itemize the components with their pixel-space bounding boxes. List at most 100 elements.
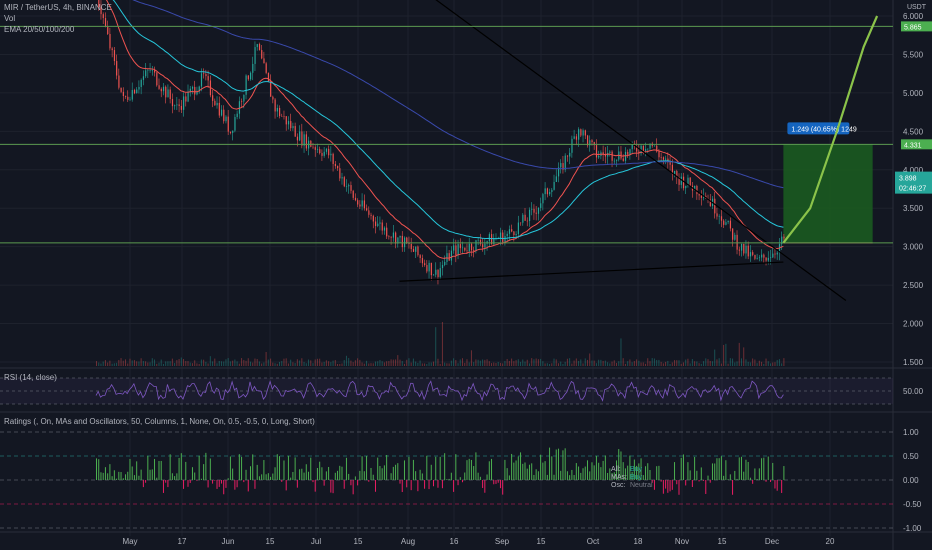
volume-bar bbox=[508, 360, 510, 366]
volume-bar bbox=[674, 360, 676, 366]
volume-bar bbox=[292, 362, 294, 366]
candle-body bbox=[279, 107, 281, 117]
ratings-column bbox=[642, 475, 644, 480]
candle-body bbox=[491, 234, 493, 245]
ratings-column bbox=[609, 468, 611, 480]
volume-bar bbox=[234, 359, 236, 366]
ratings-column bbox=[359, 470, 361, 480]
volume-bar bbox=[392, 359, 394, 366]
ratings-column bbox=[660, 480, 662, 482]
volume-bar bbox=[131, 360, 133, 366]
volume-bar bbox=[740, 358, 742, 366]
volume-bar bbox=[96, 361, 97, 366]
ratings-column bbox=[466, 460, 468, 480]
ratings-column bbox=[705, 480, 707, 494]
ratings-column bbox=[555, 449, 557, 480]
volume-bar bbox=[557, 363, 559, 366]
ratings-column bbox=[238, 454, 240, 480]
ratings-column bbox=[767, 456, 769, 480]
volume-bar bbox=[200, 359, 202, 366]
candle-body bbox=[254, 47, 256, 64]
candle-body bbox=[189, 88, 191, 92]
ratings-column bbox=[122, 478, 124, 480]
ratings-legend[interactable]: Ratings (, On, MAs and Oscillators, 50, … bbox=[4, 417, 315, 426]
volume-bar bbox=[513, 361, 515, 366]
price-axis[interactable]: 6.000 5.500 5.000 4.500 4.000 3.500 3.000 2.500… bbox=[903, 12, 924, 533]
candle-body bbox=[725, 222, 727, 225]
ratings-column bbox=[528, 464, 530, 480]
ema-50-line bbox=[112, 0, 784, 240]
long-position-tool[interactable]: 1.249 (40.65%) 1249 bbox=[783, 122, 873, 244]
candle-body bbox=[439, 268, 441, 277]
volume-bar bbox=[477, 359, 479, 366]
volume-bar bbox=[254, 358, 256, 366]
ratings-column bbox=[616, 460, 618, 480]
candle-body bbox=[745, 245, 747, 254]
volume-bar bbox=[491, 363, 493, 366]
ratings-column bbox=[669, 480, 671, 492]
candle-body bbox=[761, 254, 763, 258]
candle-body bbox=[372, 215, 374, 222]
candle-body bbox=[412, 249, 415, 252]
candle-body bbox=[669, 162, 671, 165]
horizontal-levels[interactable] bbox=[0, 25, 893, 244]
volume-bar bbox=[526, 359, 528, 366]
trendlines[interactable] bbox=[364, 0, 847, 301]
candle-body bbox=[738, 249, 740, 251]
candle-body bbox=[723, 220, 725, 225]
candle-body bbox=[700, 195, 703, 198]
ratings-column bbox=[241, 456, 243, 480]
projection-path[interactable] bbox=[782, 15, 879, 244]
candle-body bbox=[249, 72, 252, 80]
candle-body bbox=[448, 253, 450, 261]
ratings-column bbox=[131, 466, 133, 480]
ratings-column bbox=[363, 471, 365, 480]
volume-bar bbox=[419, 360, 421, 366]
ema-legend[interactable]: EMA 20/50/100/200 bbox=[4, 25, 75, 34]
candle-body bbox=[178, 104, 180, 106]
ratings-column bbox=[390, 473, 392, 480]
volume-bar bbox=[183, 359, 185, 366]
ratings-column bbox=[410, 480, 412, 491]
ratings-column bbox=[118, 471, 120, 480]
time-axis[interactable]: May 17 Jun 15 Jul 15 Aug 16 Sep 15 Oct 18 Nov 15 Dec 20 bbox=[122, 537, 835, 546]
volume-bar bbox=[607, 362, 609, 366]
volume-bar bbox=[100, 363, 102, 366]
candle-body bbox=[118, 75, 120, 88]
symbol-title[interactable]: MIR / TetherUS, 4h, BINANCE bbox=[4, 3, 112, 12]
volume-bar bbox=[337, 363, 339, 366]
volume-legend[interactable]: Vol bbox=[4, 14, 16, 23]
candle-body bbox=[740, 243, 743, 251]
candle-body bbox=[223, 109, 225, 122]
ratings-column bbox=[140, 469, 142, 480]
ratings-column bbox=[198, 455, 200, 480]
ratings-column bbox=[595, 455, 597, 480]
volume-bar bbox=[316, 358, 318, 366]
ratings-column bbox=[232, 468, 234, 480]
volume-bar bbox=[604, 360, 606, 366]
volume-bar bbox=[662, 363, 664, 366]
ratings-column bbox=[540, 454, 542, 480]
ratings-column bbox=[191, 467, 193, 480]
candlestick-series bbox=[98, 0, 785, 285]
candle-body bbox=[493, 238, 495, 245]
volume-bar bbox=[439, 363, 441, 366]
candle-body bbox=[111, 48, 113, 51]
price-tick-label: 3.000 bbox=[903, 243, 924, 252]
ratings-column bbox=[337, 470, 339, 480]
ratings-column bbox=[564, 448, 566, 480]
volume-bar bbox=[540, 358, 542, 366]
ratings-column bbox=[138, 475, 140, 480]
ratings-column bbox=[408, 456, 410, 480]
ratings-column bbox=[682, 454, 684, 480]
ratings-column bbox=[220, 480, 222, 484]
ratings-column bbox=[178, 457, 180, 480]
volume-bar bbox=[258, 361, 260, 366]
volume-bar bbox=[493, 362, 495, 366]
ratings-column bbox=[415, 471, 417, 480]
volume-bar bbox=[560, 361, 562, 366]
volume-bar bbox=[417, 362, 419, 366]
volume-bar bbox=[453, 358, 455, 366]
rsi-legend[interactable]: RSI (14, close) bbox=[4, 373, 57, 382]
